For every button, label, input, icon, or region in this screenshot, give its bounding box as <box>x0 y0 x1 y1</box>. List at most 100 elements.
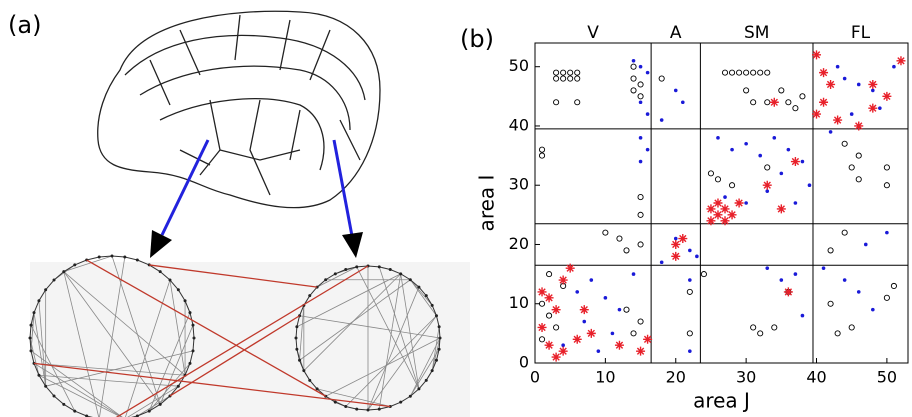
connection-star <box>790 157 800 167</box>
network-edge <box>378 273 402 410</box>
network-rim <box>356 408 369 411</box>
network-edge <box>410 279 433 306</box>
connection-circle <box>792 105 799 112</box>
network-rim <box>184 363 191 376</box>
network-node <box>191 323 195 327</box>
network-edge <box>431 326 440 371</box>
network-edge <box>169 279 186 376</box>
network-rim <box>367 265 380 268</box>
connection-star <box>537 287 547 297</box>
connection-dot <box>856 82 861 87</box>
connection-circle <box>630 63 637 70</box>
network-node <box>188 361 192 365</box>
network-edge <box>159 325 194 405</box>
connection-dot <box>631 272 636 276</box>
connection-dot <box>772 136 777 140</box>
network-node <box>308 294 312 298</box>
network-background <box>30 262 470 417</box>
network-edge <box>299 305 305 361</box>
connection-dot <box>645 112 650 116</box>
connection-dot <box>688 349 692 353</box>
network-rim <box>192 325 195 339</box>
network-node <box>295 347 299 351</box>
network-node <box>355 407 359 411</box>
connection-star <box>720 216 730 226</box>
network-rim <box>299 360 305 371</box>
network-node <box>295 325 299 329</box>
connection-circle <box>567 69 574 76</box>
network-rim <box>425 370 433 381</box>
network-node <box>29 349 33 353</box>
connection-dot <box>835 64 840 69</box>
network-edge <box>316 266 357 288</box>
connection-dot <box>856 290 861 294</box>
network-node <box>388 268 392 272</box>
y-tick-label: 0 <box>519 353 529 372</box>
connection-circle <box>630 330 637 337</box>
connection-dot <box>842 76 847 81</box>
connection-star <box>544 293 554 303</box>
connection-star <box>833 115 843 125</box>
y-tick-label: 30 <box>509 175 529 194</box>
network-edge <box>33 312 47 387</box>
connection-dot <box>596 349 601 353</box>
network-rim <box>99 255 113 258</box>
connection-circle <box>841 140 848 147</box>
connection-star <box>614 340 624 350</box>
network-edge <box>409 279 437 316</box>
connection-circle <box>637 241 644 248</box>
network-rim <box>137 259 150 266</box>
connection-dot <box>589 278 594 282</box>
connection-star <box>713 198 723 208</box>
connection-circle <box>538 152 546 159</box>
network-edge <box>409 337 441 397</box>
connection-dot <box>638 64 643 69</box>
network-rim <box>390 269 401 275</box>
network-node <box>135 258 139 262</box>
network-edge <box>325 337 441 397</box>
network-rim <box>325 273 336 281</box>
x-tick-label: 20 <box>666 368 686 387</box>
connection-circle <box>883 164 890 171</box>
connection-circle <box>750 324 757 331</box>
network-rim <box>169 385 179 397</box>
connection-circle <box>736 69 743 76</box>
network-node <box>123 255 127 259</box>
network-rim <box>409 388 420 397</box>
connection-circle <box>785 99 792 106</box>
network-rim <box>435 349 440 361</box>
network-rim <box>86 256 100 261</box>
network-rim <box>53 395 65 405</box>
connection-dot <box>765 189 770 193</box>
connection-dot <box>645 70 650 75</box>
connection-star <box>706 204 716 214</box>
inter-module-edge <box>115 265 369 417</box>
connection-circle <box>848 324 855 331</box>
connection-circle <box>616 235 623 242</box>
network-rim <box>177 289 186 302</box>
network-rim <box>299 305 305 316</box>
connection-dot <box>688 278 692 282</box>
connection-circle <box>700 271 707 278</box>
panel-label: (a) <box>8 11 41 39</box>
network-node <box>32 311 36 315</box>
connection-dot <box>779 278 784 282</box>
network-rim <box>431 305 437 316</box>
network-node <box>44 288 48 292</box>
connection-dot <box>716 136 720 140</box>
network-node <box>183 299 187 303</box>
network-edge <box>38 374 122 417</box>
arrow-head <box>342 232 363 258</box>
connection-star <box>826 79 836 89</box>
connection-circle <box>567 75 574 82</box>
module-label: V <box>587 23 599 43</box>
network-edge <box>148 312 191 412</box>
connection-dot <box>695 254 699 259</box>
network-edge <box>45 350 194 387</box>
plot-frame <box>534 42 909 364</box>
connection-star <box>769 97 779 107</box>
network-rim <box>295 337 298 350</box>
network-edge <box>111 255 161 405</box>
connection-circle <box>834 330 841 337</box>
network-edge <box>30 312 35 351</box>
